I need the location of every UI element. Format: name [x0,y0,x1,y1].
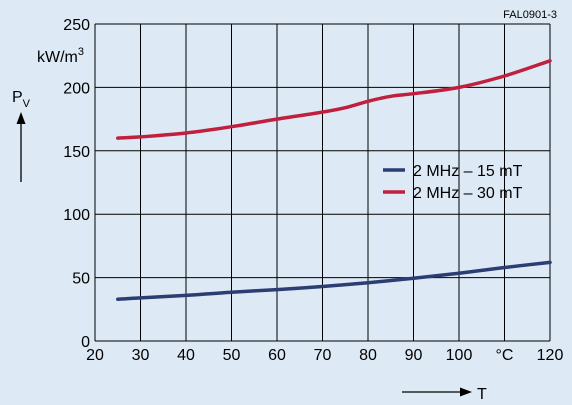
x-axis-label: T [477,386,487,403]
y-tick-label: 150 [63,144,90,161]
x-tick-label: 20 [86,347,104,364]
x-tick-label: °C [496,347,514,364]
series-lines [116,59,552,301]
x-tick-label: 100 [446,347,473,364]
x-tick-label: 50 [223,347,241,364]
x-tick-label: 120 [537,347,564,364]
figure-id: FAL0901-3 [503,9,557,21]
y-tick-label: 0 [81,334,90,351]
y-tick-label: 50 [72,271,90,288]
y-tick-label: 200 [63,80,90,97]
tick-labels: 20 30 40 50 60 70 80 90 100 °C 120 0 50 100 150 200 250 [63,17,563,364]
y-axis-arrowhead [16,112,26,124]
y-axis-label: PV [12,89,31,110]
grid [94,23,551,342]
y-axis-label-main: P [12,89,23,106]
series-line-15mT [116,260,552,301]
x-tick-label: 60 [268,347,286,364]
y-tick-label: 250 [63,17,90,34]
x-tick-label: 40 [177,347,195,364]
series-line-30mT [116,59,552,140]
legend: 2 MHz – 15 mT 2 MHz – 30 mT [383,163,523,202]
x-axis-arrowhead [460,387,472,397]
x-tick-label: 80 [359,347,377,364]
y-unit-exponent: 3 [78,46,84,58]
y-axis-label-sub: V [23,98,31,110]
x-tick-label: 30 [132,347,150,364]
x-tick-label: 90 [405,347,423,364]
y-unit: kW/m3 [37,46,84,66]
x-tick-label: 70 [314,347,332,364]
y-tick-label: 100 [63,207,90,224]
y-unit-base: kW/m [37,49,78,66]
legend-label-30mT: 2 MHz – 30 mT [413,185,523,202]
legend-label-15mT: 2 MHz – 15 mT [413,163,523,180]
